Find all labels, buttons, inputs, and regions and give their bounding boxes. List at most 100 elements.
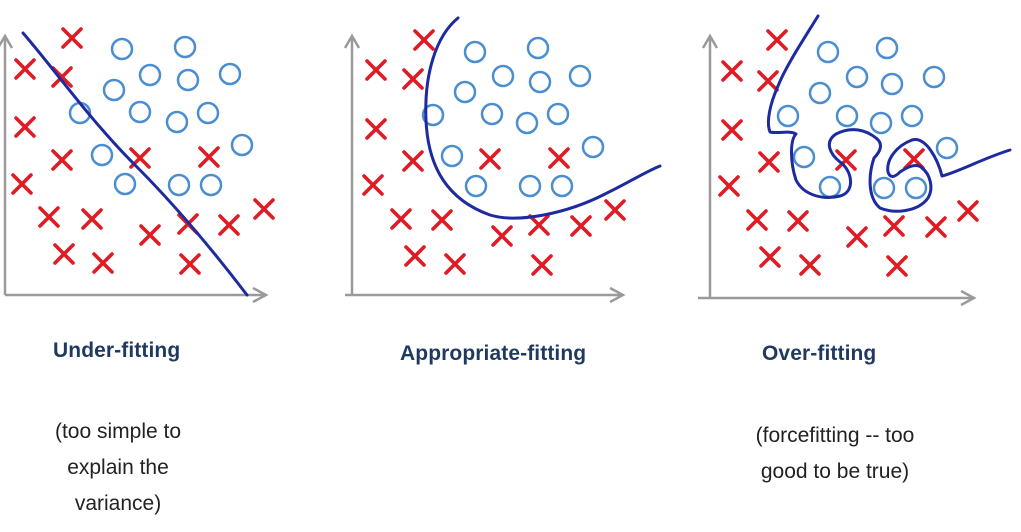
cross-marker xyxy=(139,224,161,246)
axes xyxy=(698,33,977,307)
circle-marker xyxy=(90,143,114,167)
circle-marker xyxy=(900,104,924,128)
circle-marker xyxy=(935,136,959,160)
cross-marker xyxy=(404,245,426,267)
circle-marker xyxy=(173,35,197,59)
cross-marker xyxy=(431,209,453,231)
circle-marker xyxy=(808,81,832,105)
cross-marker xyxy=(746,209,768,231)
cross-marker xyxy=(402,68,424,90)
x-axis-arrowhead xyxy=(960,289,977,307)
x-axis-arrowhead xyxy=(609,286,626,304)
underfitting-panel: Under-fitting (too simple to explain the… xyxy=(0,0,340,532)
circle-marker xyxy=(546,102,570,126)
overfitting-panel: Over-fitting (forcefitting -- too good t… xyxy=(690,0,1021,532)
circle-marker xyxy=(102,78,126,102)
cross-marker xyxy=(787,210,809,232)
cross-marker xyxy=(38,206,60,228)
circle-markers xyxy=(421,36,605,198)
decision-boundary-curve xyxy=(424,16,662,220)
circle-marker xyxy=(138,63,162,87)
circle-marker xyxy=(491,64,515,88)
y-axis-arrowhead xyxy=(343,33,361,49)
cross-marker xyxy=(570,215,592,237)
cross-marker xyxy=(390,208,412,230)
cross-marker xyxy=(413,29,435,51)
circle-marker xyxy=(869,111,893,135)
cross-marker xyxy=(721,60,743,82)
appropriate-fitting-plot xyxy=(343,16,662,304)
cross-marker xyxy=(479,148,501,170)
circle-marker xyxy=(845,65,869,89)
cross-marker xyxy=(92,252,114,274)
circle-marker xyxy=(128,100,152,124)
cross-marker xyxy=(179,253,201,275)
cross-marker xyxy=(957,200,979,222)
circle-marker xyxy=(904,176,928,200)
cross-marker xyxy=(548,147,570,169)
circle-marker xyxy=(440,144,464,168)
panel-title: Over-fitting xyxy=(762,342,877,365)
cross-marker xyxy=(835,149,857,171)
axes xyxy=(0,33,269,304)
cross-marker xyxy=(757,70,779,92)
cross-marker xyxy=(11,173,33,195)
circle-marker xyxy=(113,172,137,196)
circle-marker xyxy=(792,145,816,169)
caption-line: (forcefitting -- too xyxy=(755,424,915,447)
circle-marker xyxy=(550,174,574,198)
cross-marker xyxy=(81,208,103,230)
cross-marker xyxy=(766,29,788,51)
circle-marker xyxy=(922,65,946,89)
circle-marker xyxy=(218,62,242,86)
y-axis-arrowhead xyxy=(0,33,14,49)
circle-marker xyxy=(880,72,904,96)
cross-marker xyxy=(218,214,240,236)
circle-markers xyxy=(776,36,959,200)
cross-marker xyxy=(365,59,387,81)
circle-marker xyxy=(818,175,842,199)
cross-marker xyxy=(51,149,73,171)
cross-marker xyxy=(365,118,387,140)
cross-marker xyxy=(925,216,947,238)
circle-marker xyxy=(515,111,539,135)
cross-marker xyxy=(528,214,550,236)
caption-line: good to be true) xyxy=(760,460,910,483)
decision-boundary-line xyxy=(21,31,249,297)
cross-marker xyxy=(759,246,781,268)
cross-marker xyxy=(531,254,553,276)
circle-marker xyxy=(176,68,200,92)
circle-marker xyxy=(568,64,592,88)
cross-marker xyxy=(883,215,905,237)
cross-markers xyxy=(718,29,979,277)
axes xyxy=(343,33,626,304)
circle-marker xyxy=(835,104,859,128)
cross-marker xyxy=(362,174,384,196)
circle-marker xyxy=(196,101,220,125)
x-axis-arrowhead xyxy=(252,286,269,304)
cross-marker xyxy=(14,58,36,80)
overfitting-plot xyxy=(698,14,1012,307)
circle-marker xyxy=(421,103,445,127)
panel-title: Appropriate-fitting xyxy=(400,342,587,365)
panel-title: Under-fitting xyxy=(53,339,181,362)
circle-marker xyxy=(199,173,223,197)
cross-marker xyxy=(799,254,821,276)
cross-marker xyxy=(604,199,626,221)
circle-marker xyxy=(875,36,899,60)
cross-marker xyxy=(758,151,780,173)
cross-marker xyxy=(53,243,75,265)
cross-marker xyxy=(198,146,220,168)
circle-marker xyxy=(480,102,504,126)
cross-marker xyxy=(886,255,908,277)
circle-marker xyxy=(872,176,896,200)
cross-marker xyxy=(718,175,740,197)
cross-marker xyxy=(846,226,868,248)
cross-marker xyxy=(402,150,424,172)
cross-markers xyxy=(362,29,626,276)
circle-marker xyxy=(518,174,542,198)
circle-marker xyxy=(110,37,134,61)
circle-marker xyxy=(463,40,487,64)
circle-marker xyxy=(528,70,552,94)
cross-marker xyxy=(14,116,36,138)
